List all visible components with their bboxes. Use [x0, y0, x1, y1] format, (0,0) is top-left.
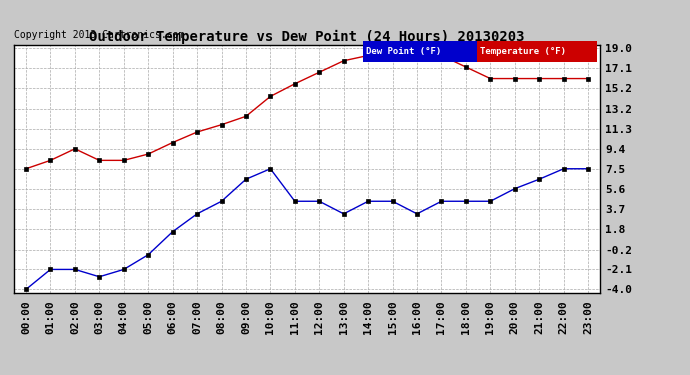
Title: Outdoor Temperature vs Dew Point (24 Hours) 20130203: Outdoor Temperature vs Dew Point (24 Hou… [89, 30, 525, 44]
FancyBboxPatch shape [363, 41, 477, 62]
Text: Dew Point (°F): Dew Point (°F) [366, 47, 441, 56]
Text: Copyright 2013 Cartronics.com: Copyright 2013 Cartronics.com [14, 30, 184, 40]
FancyBboxPatch shape [477, 41, 598, 62]
Text: Temperature (°F): Temperature (°F) [480, 47, 566, 56]
